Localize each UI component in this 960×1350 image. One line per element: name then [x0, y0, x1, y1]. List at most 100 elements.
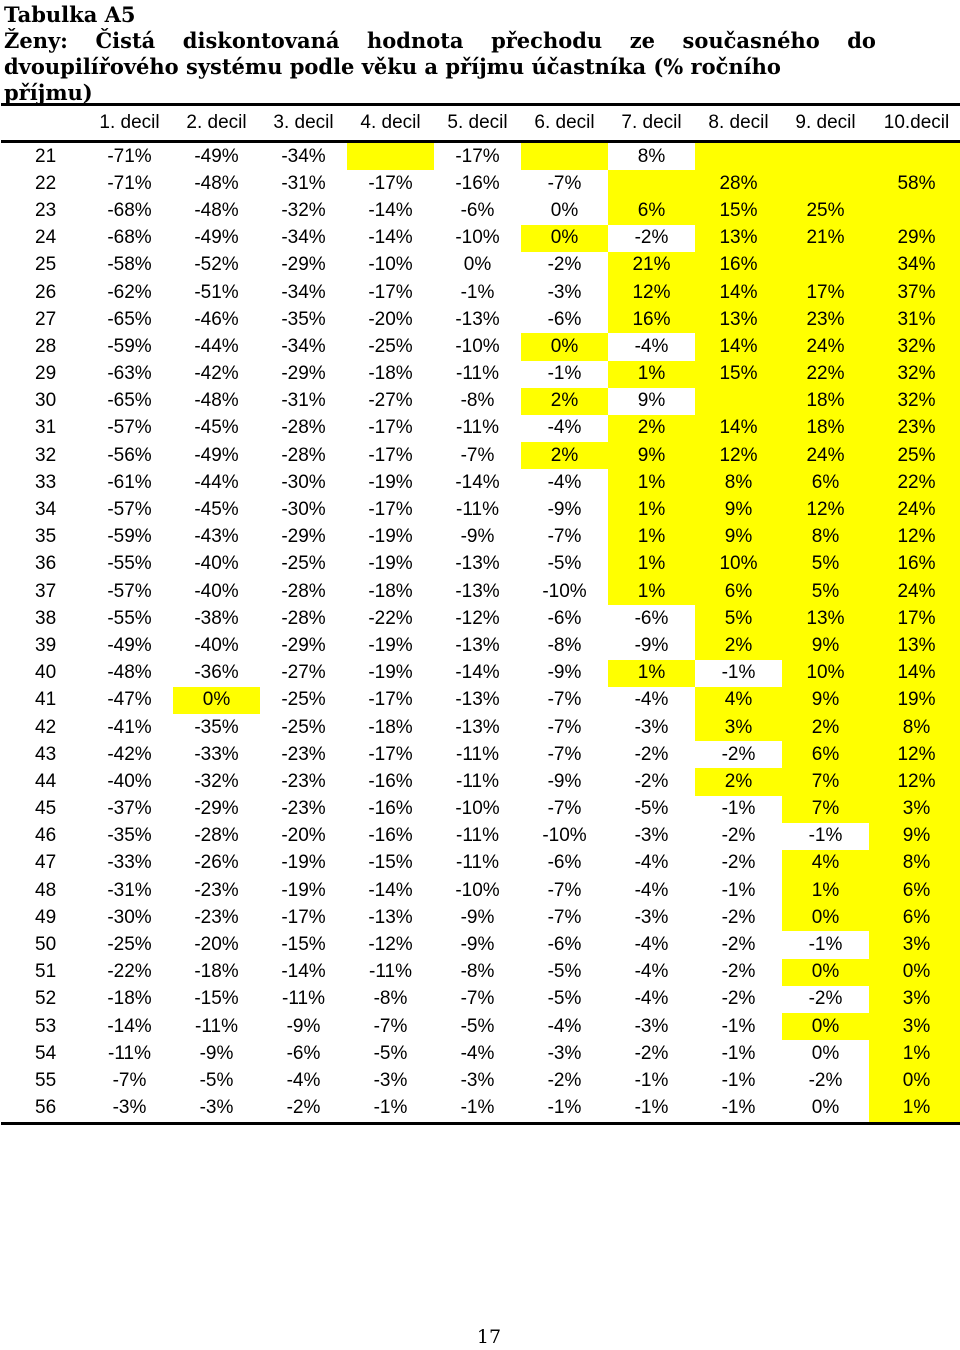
value-cell: 1% — [608, 578, 695, 606]
value-cell: -4% — [634, 852, 669, 874]
age-cell: 25 — [35, 254, 57, 276]
value-cell: 25% — [782, 197, 869, 225]
value-cell: -1% — [721, 662, 756, 684]
age-cell: 22 — [35, 172, 57, 194]
age-cell: 48 — [35, 879, 57, 901]
value-cell: 3% — [869, 985, 960, 1013]
value-cell: -68% — [107, 199, 152, 221]
value-cell: -11% — [456, 743, 499, 765]
value-cell: 6% — [869, 877, 960, 905]
value-cell: -3% — [373, 1069, 408, 1091]
value-cell — [869, 197, 960, 225]
value-cell: -11% — [456, 770, 499, 792]
value-cell: 3% — [695, 713, 782, 742]
value-cell: 23% — [869, 414, 960, 443]
value-cell: -15% — [368, 852, 413, 874]
title-word: hodnota — [367, 28, 464, 53]
value-cell: -65% — [107, 308, 152, 330]
value-cell: -6% — [286, 1042, 321, 1064]
value-cell: 1% — [782, 877, 869, 905]
value-cell: -7% — [373, 1015, 408, 1037]
value-cell: 4% — [782, 849, 869, 878]
age-cell: 27 — [35, 308, 57, 330]
value-cell: 13% — [695, 306, 782, 334]
value-cell: -18% — [368, 716, 413, 738]
value-cell: 6% — [782, 741, 869, 769]
value-cell: -5% — [547, 961, 582, 983]
value-cell: -4% — [634, 689, 669, 711]
value-cell: 1% — [608, 496, 695, 524]
value-cell: -31% — [107, 879, 152, 901]
value-cell: 0% — [463, 254, 492, 276]
value-cell: -16% — [368, 798, 413, 820]
value-cell: -3% — [634, 825, 669, 847]
value-cell: 0% — [782, 958, 869, 986]
value-cell: -22% — [368, 607, 413, 629]
value-cell: -23% — [281, 743, 326, 765]
value-cell: -27% — [368, 390, 413, 412]
value-cell: 13% — [695, 224, 782, 252]
value-cell: -4% — [634, 961, 669, 983]
value-cell: 29% — [869, 224, 960, 252]
value-cell: -30% — [107, 906, 152, 928]
table-row: 56 -3% -3% -2% -1% -1% -1% -1% -1% 0% 1% — [1, 1094, 960, 1124]
value-cell: -2% — [721, 934, 756, 956]
value-cell: -3% — [547, 1042, 582, 1064]
value-cell: -59% — [107, 335, 152, 357]
header-decil: 8. decil — [708, 112, 769, 133]
age-cell: 31 — [35, 417, 57, 439]
value-cell: 12% — [869, 741, 960, 769]
value-cell: -11% — [456, 417, 499, 439]
header-age — [1, 105, 86, 142]
value-cell: 2% — [695, 768, 782, 796]
value-cell: 4% — [695, 686, 782, 714]
age-cell: 45 — [35, 798, 57, 820]
value-cell: -1% — [634, 1097, 669, 1119]
value-cell: 14% — [869, 659, 960, 687]
value-cell: 21% — [608, 251, 695, 279]
value-cell: 2% — [608, 414, 695, 443]
title-word: Čistá — [95, 28, 156, 53]
value-cell: -57% — [107, 417, 152, 439]
value-cell: 1% — [608, 523, 695, 551]
value-cell: -40% — [194, 580, 239, 602]
age-cell: 35 — [35, 526, 57, 548]
value-cell: -28% — [281, 417, 326, 439]
value-cell: -48% — [194, 199, 239, 221]
table-row: 37 -57% -40% -28% -18% -13% -10% 1% 6% 5% 24% — [1, 578, 960, 606]
value-cell: -28% — [281, 444, 326, 466]
value-cell: 2% — [782, 713, 869, 742]
value-cell: -6% — [547, 607, 582, 629]
age-cell: 34 — [35, 499, 57, 521]
value-cell: -29% — [281, 254, 326, 276]
value-cell: 8% — [869, 713, 960, 742]
value-cell: -22% — [107, 961, 152, 983]
value-cell: -9% — [634, 634, 669, 656]
table-row: 21 -71% -49% -34% -17% 8% — [1, 141, 960, 171]
value-cell: -51% — [194, 281, 239, 303]
value-cell: -7% — [547, 798, 582, 820]
age-cell: 21 — [35, 145, 57, 167]
value-cell: 1% — [608, 550, 695, 578]
value-cell: -63% — [107, 363, 152, 385]
value-cell: -1% — [721, 1069, 756, 1091]
age-cell: 55 — [35, 1069, 57, 1091]
value-cell: 17% — [782, 278, 869, 307]
value-cell: -1% — [721, 798, 756, 820]
value-cell: -29% — [281, 363, 326, 385]
value-cell: -35% — [107, 825, 152, 847]
data-table: 1. decil 2. decil 3. decil 4. decil 5. decil… — [1, 103, 960, 1125]
value-cell: -17% — [455, 145, 500, 167]
age-cell: 44 — [35, 770, 57, 792]
value-cell: -11% — [456, 825, 499, 847]
header-decil: 3. decil — [273, 112, 334, 133]
age-cell: 47 — [35, 852, 57, 874]
value-cell: -4% — [547, 471, 582, 493]
value-cell: -26% — [194, 852, 239, 874]
value-cell: -1% — [721, 1015, 756, 1037]
header-decil: 4. decil — [360, 112, 421, 133]
value-cell: -3% — [634, 716, 669, 738]
value-cell: -7% — [547, 716, 582, 738]
value-cell: -8% — [547, 634, 582, 656]
value-cell: 1% — [608, 659, 695, 687]
